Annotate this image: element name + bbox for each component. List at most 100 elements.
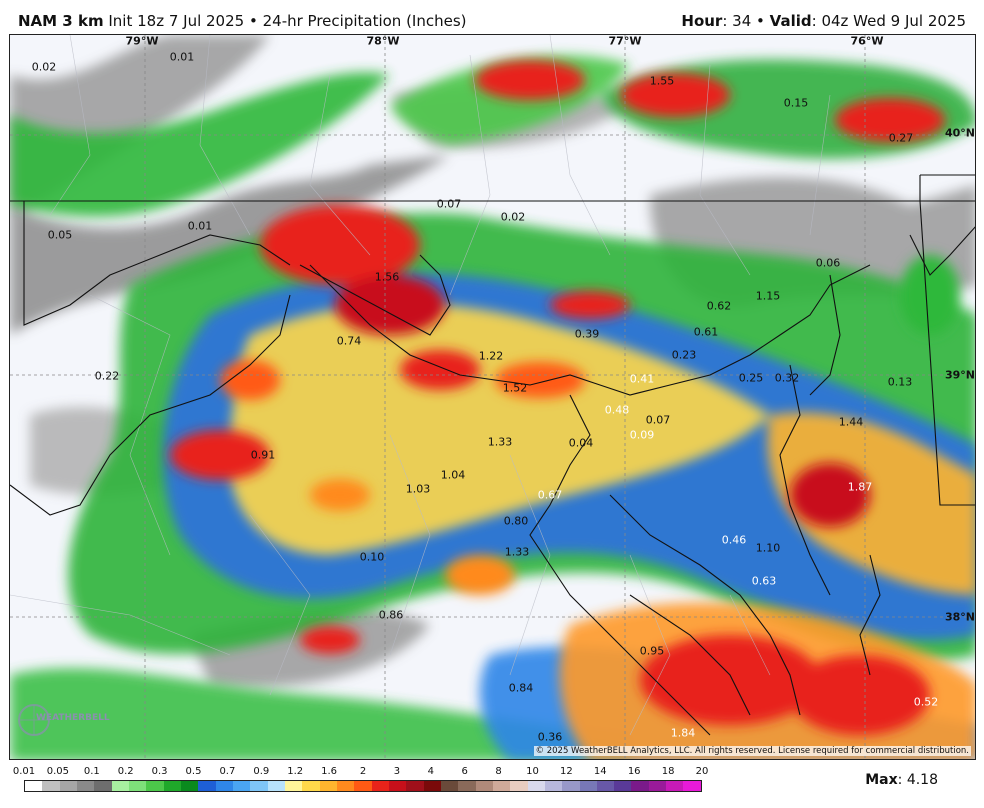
legend-swatch bbox=[648, 781, 667, 791]
hour-value: 34 bbox=[732, 12, 752, 30]
point-value: 1.52 bbox=[502, 381, 528, 395]
point-value: 0.02 bbox=[500, 210, 526, 224]
legend-ticks: 0.01 0.05 0.1 0.2 0.3 0.5 0.7 0.9 1.2 1.6 2 3 4 6 8 10 1… bbox=[13, 766, 709, 778]
legend-swatch bbox=[406, 781, 424, 791]
legend-tick-label: 4 bbox=[427, 766, 434, 777]
logo-text: WEATHERBELL bbox=[36, 713, 110, 723]
point-value: 1.04 bbox=[440, 468, 466, 482]
point-value: 1.33 bbox=[487, 435, 513, 449]
max-value: Max: 4.18 bbox=[865, 772, 938, 788]
legend-tick-label: 10 bbox=[526, 766, 539, 777]
hour-label: Hour bbox=[681, 12, 723, 30]
legend-swatch bbox=[302, 781, 320, 791]
legend-swatch bbox=[371, 781, 389, 791]
separator: • bbox=[248, 12, 258, 30]
point-value: 0.25 bbox=[738, 371, 764, 385]
legend-tick-label: 2 bbox=[359, 766, 367, 777]
legend-swatch bbox=[614, 781, 632, 791]
point-value: 0.07 bbox=[436, 197, 462, 211]
legend-swatch bbox=[458, 781, 476, 791]
legend-swatch bbox=[544, 781, 563, 791]
point-value: 0.48 bbox=[604, 403, 630, 417]
legend-tick-label: 6 bbox=[461, 766, 468, 777]
copyright-notice: © 2025 WeatherBELL Analytics, LLC. All r… bbox=[533, 746, 971, 756]
precip-field bbox=[10, 35, 975, 759]
point-value: 0.67 bbox=[537, 488, 563, 502]
legend-swatch bbox=[42, 781, 60, 791]
legend-tick-label: 3 bbox=[393, 766, 401, 777]
lon-label-78: 78°W bbox=[366, 34, 400, 48]
legend-swatch bbox=[510, 781, 528, 791]
point-value: 0.91 bbox=[250, 448, 276, 462]
valid-label: Valid bbox=[769, 12, 812, 30]
legend-colorbar bbox=[24, 780, 702, 792]
point-value: 0.06 bbox=[815, 256, 841, 270]
legend-swatch bbox=[319, 781, 337, 791]
model-name: NAM 3 km bbox=[18, 12, 104, 30]
point-value: 0.41 bbox=[629, 372, 655, 386]
point-value: 0.46 bbox=[721, 533, 747, 547]
legend-tick-label: 16 bbox=[627, 766, 641, 777]
lat-label-39: 39°N bbox=[944, 368, 976, 382]
legend-swatch bbox=[146, 781, 164, 791]
point-value: 0.23 bbox=[671, 348, 697, 362]
legend-swatch bbox=[475, 781, 493, 791]
precipitation-map: 79°W 78°W 77°W 76°W 40°N 39°N 38°N 0.02 … bbox=[9, 34, 976, 760]
point-value: 0.27 bbox=[888, 131, 914, 145]
point-value: 0.05 bbox=[47, 228, 73, 242]
point-value: 0.07 bbox=[645, 413, 671, 427]
point-value: 0.22 bbox=[94, 369, 120, 383]
legend-swatch bbox=[111, 781, 129, 791]
legend-swatch bbox=[232, 781, 251, 791]
point-value: 1.22 bbox=[478, 349, 504, 363]
legend-tick-label: 20 bbox=[695, 766, 709, 777]
legend-swatch bbox=[579, 781, 597, 791]
point-value: 0.09 bbox=[629, 428, 655, 442]
max-number: 4.18 bbox=[906, 772, 938, 788]
legend-swatch bbox=[631, 781, 649, 791]
lon-label-79: 79°W bbox=[125, 34, 159, 48]
valid-time: Hour: 34 • Valid: 04z Wed 9 Jul 2025 bbox=[681, 12, 966, 30]
legend-swatch bbox=[94, 781, 112, 791]
weatherbell-logo: WEATHERBELL bbox=[14, 703, 110, 737]
point-value: 0.02 bbox=[31, 60, 57, 74]
lon-label-77: 77°W bbox=[608, 34, 642, 48]
legend-tick-label: 0.5 bbox=[185, 766, 202, 777]
legend-tick-label: 18 bbox=[661, 766, 675, 777]
legend-swatch bbox=[527, 781, 545, 791]
lat-label-38: 38°N bbox=[944, 610, 976, 624]
legend-swatch bbox=[163, 781, 181, 791]
separator: • bbox=[756, 12, 765, 30]
point-value: 1.87 bbox=[847, 480, 873, 494]
map-title: NAM 3 km Init 18z 7 Jul 2025 • 24-hr Pre… bbox=[18, 12, 467, 30]
legend-tick-label: 0.7 bbox=[219, 766, 236, 777]
legend-swatch bbox=[562, 781, 580, 791]
legend-swatch bbox=[128, 781, 147, 791]
max-label: Max bbox=[865, 772, 898, 788]
point-value: 0.86 bbox=[378, 608, 404, 622]
point-value: 0.74 bbox=[336, 334, 362, 348]
legend-tick-label: 0.01 bbox=[12, 766, 36, 777]
legend-tick-label: 0.05 bbox=[46, 766, 70, 777]
legend-tick-label: 0.1 bbox=[83, 766, 100, 777]
point-value: 0.36 bbox=[537, 730, 563, 744]
legend-tick-label: 0.3 bbox=[151, 766, 168, 777]
legend-swatch bbox=[25, 781, 43, 791]
legend-swatch bbox=[284, 781, 303, 791]
legend-tick-label: 1.2 bbox=[287, 766, 304, 777]
point-value: 0.63 bbox=[751, 574, 777, 588]
point-value: 0.95 bbox=[639, 644, 665, 658]
legend-swatch bbox=[596, 781, 615, 791]
point-value: 1.44 bbox=[838, 415, 864, 429]
point-value: 1.84 bbox=[670, 726, 696, 740]
legend-swatch bbox=[683, 781, 701, 791]
legend-swatch bbox=[666, 781, 684, 791]
logo-globe-icon bbox=[18, 704, 50, 736]
point-value: 1.33 bbox=[504, 545, 530, 559]
legend-swatch bbox=[250, 781, 268, 791]
lon-label-76: 76°W bbox=[850, 34, 884, 48]
point-value: 0.32 bbox=[774, 371, 800, 385]
point-value: 0.52 bbox=[913, 695, 939, 709]
lat-label-40: 40°N bbox=[944, 126, 976, 140]
point-value: 0.04 bbox=[568, 436, 594, 450]
